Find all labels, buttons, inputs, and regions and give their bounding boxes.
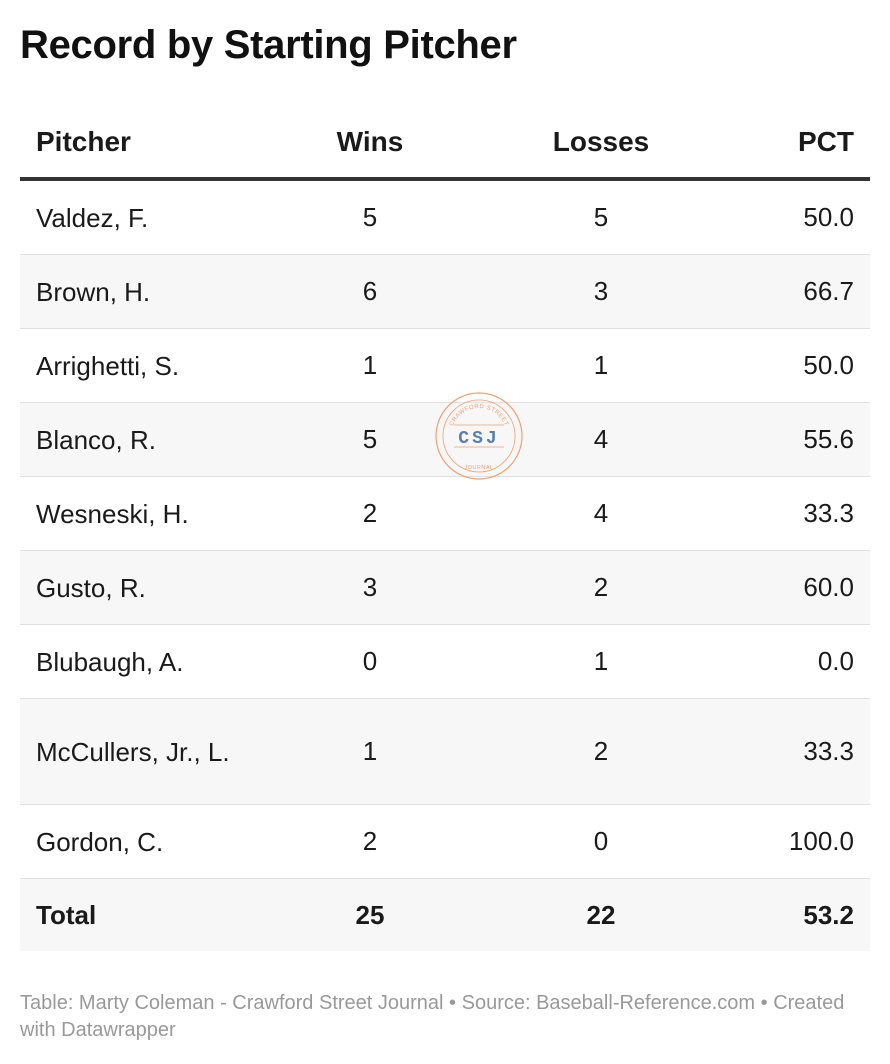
- pct-value: 0.0: [817, 646, 854, 676]
- pitcher-name: Arrighetti, S.: [36, 350, 180, 381]
- pitcher-name: Gordon, C.: [36, 826, 164, 857]
- pitcher-name: McCullers, Jr., L.: [36, 736, 230, 767]
- wins-value: 0: [362, 646, 378, 676]
- table-row: McCullers, Jr., L. 1 2 33.3: [20, 699, 870, 805]
- table-row: Brown, H. 6 3 66.7: [20, 255, 870, 329]
- table-title: Record by Starting Pitcher: [20, 23, 517, 67]
- header-losses: Losses: [552, 125, 650, 157]
- source-footer: Table: Marty Coleman - Crawford Street J…: [20, 992, 845, 1041]
- pitcher-name: Gusto, R.: [36, 572, 146, 603]
- losses-value: 4: [593, 498, 609, 528]
- pitcher-name: Valdez, F.: [36, 202, 149, 233]
- wins-value: 5: [362, 202, 378, 232]
- losses-value: 0: [593, 826, 609, 856]
- total-losses: 22: [586, 899, 616, 930]
- total-pct: 53.2: [803, 899, 854, 930]
- header-wins: Wins: [336, 125, 404, 157]
- losses-value: 2: [593, 572, 609, 602]
- table-total-row: Total 25 22 53.2: [20, 879, 870, 951]
- total-label: Total: [36, 900, 97, 930]
- pct-value: 33.3: [803, 498, 854, 528]
- losses-value: 1: [593, 350, 609, 380]
- pitcher-name: Wesneski, H.: [36, 498, 189, 529]
- table-row: Wesneski, H. 2 4 33.3: [20, 477, 870, 551]
- losses-value: 2: [593, 736, 609, 766]
- pct-value: 66.7: [803, 276, 854, 306]
- pitcher-name: Blubaugh, A.: [36, 646, 184, 677]
- pct-value: 50.0: [803, 202, 854, 232]
- losses-value: 1: [593, 646, 609, 676]
- pct-value: 50.0: [803, 350, 854, 380]
- losses-value: 4: [593, 424, 609, 454]
- wins-value: 6: [362, 276, 378, 306]
- wins-value: 1: [362, 350, 378, 380]
- pitcher-record-table: Pitcher Wins Losses PCT Valdez, F. 5 5 50.0…: [20, 106, 870, 951]
- table-row: Valdez, F. 5 5 50.0: [20, 181, 870, 255]
- losses-value: 5: [593, 202, 609, 232]
- table-row: Blanco, R. 5 4 55.6: [20, 403, 870, 477]
- wins-value: 2: [362, 826, 378, 856]
- pct-value: 55.6: [803, 424, 854, 454]
- wins-value: 5: [362, 424, 378, 454]
- wins-value: 1: [362, 736, 378, 766]
- total-wins: 25: [355, 899, 385, 930]
- pct-value: 33.3: [803, 736, 854, 766]
- pitcher-name: Brown, H.: [36, 276, 151, 307]
- header-pct: PCT: [798, 125, 854, 157]
- wins-value: 2: [362, 498, 378, 528]
- table-header-row: Pitcher Wins Losses PCT: [20, 106, 870, 181]
- pct-value: 60.0: [803, 572, 854, 602]
- pct-value: 100.0: [788, 826, 854, 856]
- pitcher-name: Blanco, R.: [36, 424, 156, 455]
- table-row: Gusto, R. 3 2 60.0: [20, 551, 870, 625]
- table-row: Gordon, C. 2 0 100.0: [20, 805, 870, 879]
- wins-value: 3: [362, 572, 378, 602]
- table-row: Arrighetti, S. 1 1 50.0: [20, 329, 870, 403]
- losses-value: 3: [593, 276, 609, 306]
- header-pitcher: Pitcher: [36, 125, 131, 157]
- table-row: Blubaugh, A. 0 1 0.0: [20, 625, 870, 699]
- table-body: Valdez, F. 5 5 50.0 Brown, H. 6 3 66.7 Arrighett…: [20, 181, 870, 879]
